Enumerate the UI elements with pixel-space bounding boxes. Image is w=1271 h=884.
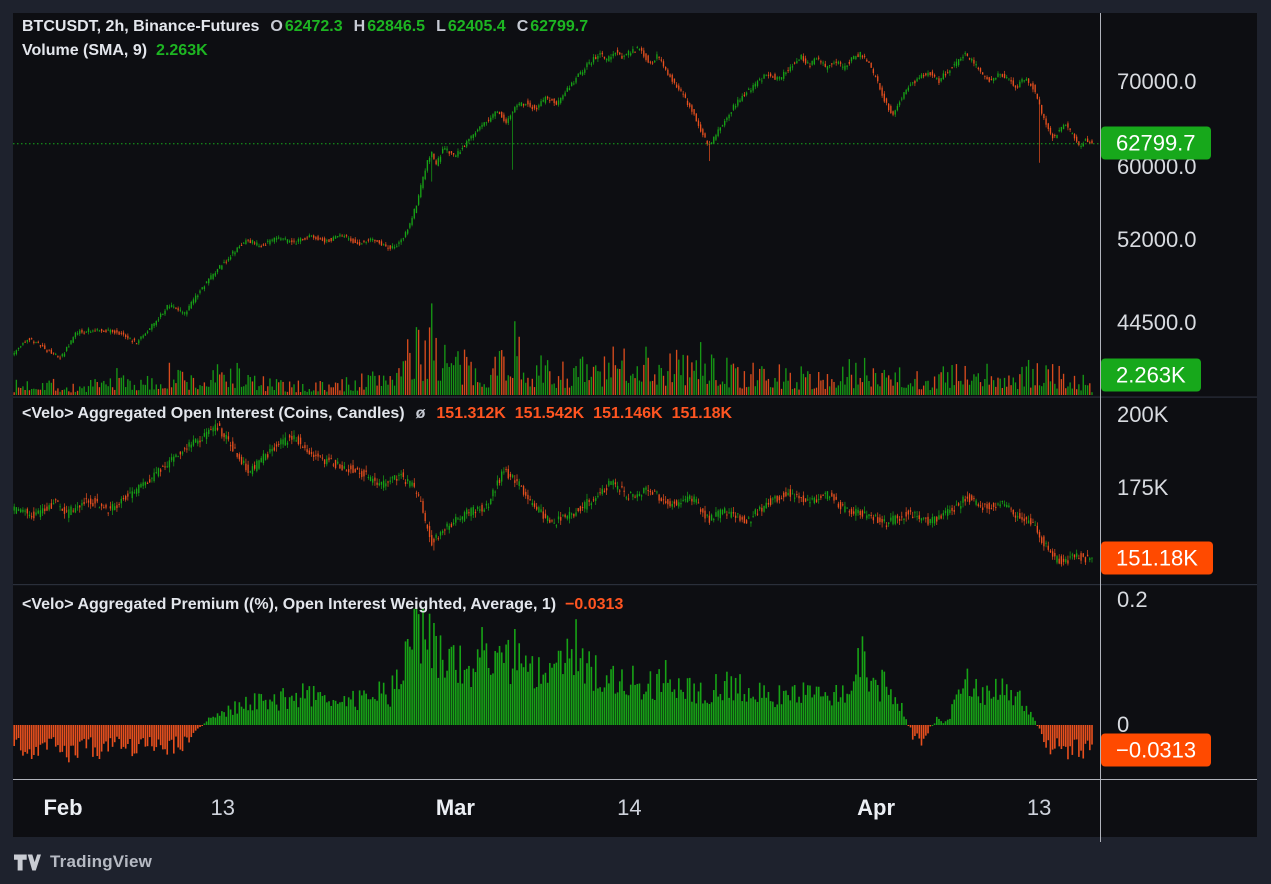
open-interest-value: 151.542K xyxy=(514,405,585,422)
volume-legend[interactable]: Volume (SMA, 9) 2.263K xyxy=(22,40,208,61)
time-scale-tick xyxy=(1100,837,1101,842)
premium-title[interactable]: <Velo> Aggregated Premium ((%), Open Int… xyxy=(22,596,557,613)
time-axis-label: 13 xyxy=(210,795,236,820)
average-icon: ø xyxy=(415,405,426,422)
open-interest-title[interactable]: <Velo> Aggregated Open Interest (Coins, … xyxy=(22,405,405,422)
time-axis-label: Mar xyxy=(435,795,475,820)
axis-tick-label: 175K xyxy=(1117,475,1169,500)
time-scale[interactable]: Feb 13 Mar 14 Apr 13 xyxy=(13,779,1257,838)
footer: TradingView xyxy=(14,848,152,876)
last-value-badge: 62799.7 xyxy=(1101,126,1211,160)
symbol-title[interactable]: BTCUSDT, 2h, Binance-Futures xyxy=(22,18,260,35)
axis-tick-label: 70000.0 xyxy=(1117,69,1197,94)
open-interest-legend[interactable]: <Velo> Aggregated Open Interest (Coins, … xyxy=(22,403,741,424)
ohlc-value: 62846.5 xyxy=(367,18,426,35)
ohlc-value: 62472.3 xyxy=(284,18,343,35)
open-interest-value: 151.18K xyxy=(671,405,733,422)
ohlc-value: 62405.4 xyxy=(447,18,506,35)
axis-tick-label: 44500.0 xyxy=(1117,310,1197,335)
ohlc-key: C xyxy=(516,18,529,35)
last-value-badge: 151.18K xyxy=(1101,541,1213,575)
last-value-badge: −0.0313 xyxy=(1101,733,1212,767)
ohlc-key: O xyxy=(270,18,283,35)
premium-legend[interactable]: <Velo> Aggregated Premium ((%), Open Int… xyxy=(22,594,623,615)
symbol-legend[interactable]: BTCUSDT, 2h, Binance-Futures O 62472.3 H 628… xyxy=(22,16,597,37)
axis-tick-label: 200K xyxy=(1117,402,1169,427)
premium-value: −0.0313 xyxy=(565,596,624,613)
ohlc-key: H xyxy=(353,18,366,35)
last-value-badge: 2.263K xyxy=(1101,358,1201,392)
time-axis-label: Feb xyxy=(43,795,83,820)
volume-value: 2.263K xyxy=(156,42,208,59)
time-axis-label: 14 xyxy=(617,795,642,820)
axis-tick-label: 0 xyxy=(1117,712,1130,737)
chart-canvas[interactable] xyxy=(13,13,1257,779)
chart-area: BTCUSDT, 2h, Binance-Futures O 62472.3 H 628… xyxy=(13,13,1257,842)
open-interest-value: 151.146K xyxy=(593,405,663,422)
ohlc-key: L xyxy=(436,18,446,35)
time-axis-label: Apr xyxy=(857,795,896,820)
time-axis-label: 13 xyxy=(1026,795,1052,820)
volume-indicator-title[interactable]: Volume (SMA, 9) xyxy=(22,42,148,59)
price-scale-border xyxy=(1100,13,1101,842)
axis-tick-label: 0.2 xyxy=(1117,587,1148,612)
ohlc-value: 62799.7 xyxy=(530,18,589,35)
tradingview-logo-icon[interactable] xyxy=(14,852,41,873)
axis-tick-label: 52000.0 xyxy=(1117,227,1197,252)
open-interest-value: 151.312K xyxy=(436,405,506,422)
footer-brand[interactable]: TradingView xyxy=(50,852,153,871)
